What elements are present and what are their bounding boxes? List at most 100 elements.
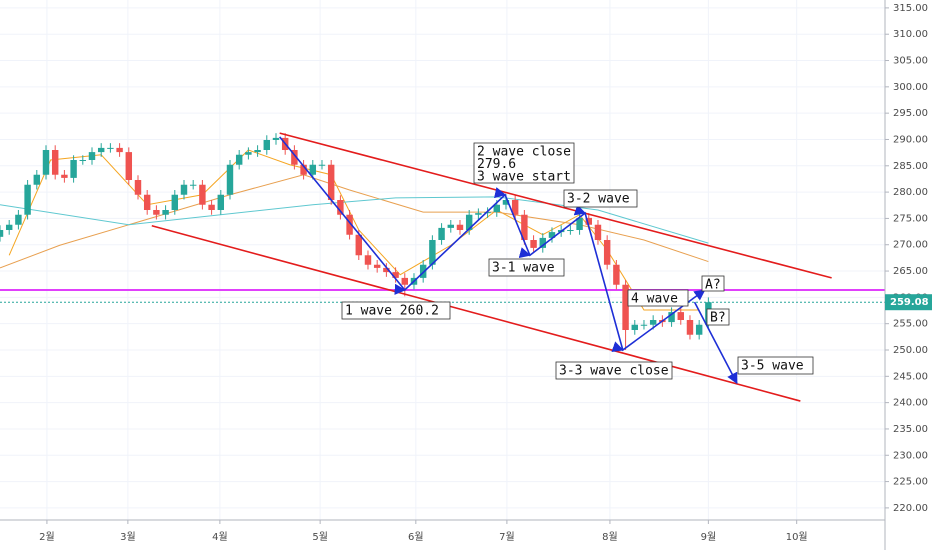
candle-body [318,164,326,166]
axes: 220.00 225.00 230.00 235.00 240.00 245.00 250.… [39,3,932,543]
y-tick-label: 250.00 [893,345,928,356]
candle-body [300,164,307,175]
annotation: 4 wave [631,292,678,307]
candle-body [291,150,298,165]
candle-body [226,164,234,195]
candle-body [15,214,22,225]
candle-body [235,154,243,165]
candle-body [346,214,353,235]
candle-body [677,312,684,320]
x-tick-label: 9월 [701,531,717,543]
candle-body [401,277,409,285]
candle-body [364,255,372,265]
candle-body [631,324,638,330]
y-tick-label: 275.00 [893,213,928,224]
y-tick-label: 235.00 [893,424,928,435]
x-tick-label: 10월 [786,531,808,543]
x-tick-label: 7월 [499,531,515,543]
y-tick-label: 225.00 [893,477,928,488]
candle-body [263,140,271,150]
annotation: 3 wave start [477,170,571,185]
y-tick-label: 230.00 [893,450,928,461]
annotation-box [706,308,730,326]
annotation: 3-1 wave [492,261,555,276]
candle-body [199,184,206,205]
candle-body [180,184,188,195]
y-tick-label: 285.00 [893,161,928,172]
candle-body [42,150,50,175]
y-tick-label: 310.00 [893,29,928,40]
last-price-box [885,294,932,311]
candle-body [309,164,317,175]
candle-body [245,152,252,155]
y-tick-label: 295.00 [893,108,928,119]
annotation-box [627,289,689,307]
annotation: 3-3 wave close [559,364,669,379]
candle-body [686,320,694,335]
candle-body [567,230,574,231]
candle-body [143,194,151,210]
candle-body [373,264,381,268]
y-tick-label: 300.00 [893,82,928,93]
candle-body [530,240,537,248]
annotation-box [737,356,814,375]
candle-body [116,147,123,153]
x-tick-label: 2월 [39,531,55,543]
candle-body [447,224,454,228]
candle-body [613,264,620,285]
candle-body [640,324,648,326]
candle-body [153,210,160,215]
annotation-box [701,275,725,292]
annotation: 279.6 [477,157,516,172]
candle-body [594,224,602,240]
y-tick-label: 265.00 [893,266,928,277]
x-tick-label: 8월 [602,531,618,543]
y-tick-label: 240.00 [893,398,928,409]
candle-body [125,152,133,180]
candle-body [5,224,13,230]
candle-body [134,180,142,195]
annotation-box [488,258,565,277]
candle-body [695,324,703,335]
grid [0,0,885,520]
y-tick-label: 255.00 [893,319,928,330]
candle-body [97,147,105,153]
candle-body [189,184,197,186]
candle-body [355,234,363,256]
y-tick-label: 305.00 [893,56,928,67]
annotation: 1 wave 260.2 [345,304,439,319]
annotation-box [341,301,451,320]
candle-body [475,213,482,215]
annotation: B? [710,311,726,326]
y-tick-label: 220.00 [893,503,928,514]
annotation-box [473,142,575,184]
candle-body [649,320,657,325]
x-tick-label: 5월 [312,531,328,543]
candle-body [327,164,335,200]
annotation: A? [705,278,721,293]
candle-body [272,137,280,140]
candle-body [171,194,179,210]
x-tick-label: 4월 [212,531,228,543]
y-tick-label: 290.00 [893,134,928,145]
candle-body [0,230,4,237]
candle-body [24,184,31,215]
annotation-box [555,361,673,380]
candle-body [217,194,225,210]
candle-body [107,147,114,149]
candle-body [456,224,464,230]
candle-body [337,200,344,215]
y-tick-label: 280.00 [893,187,928,198]
annotation: 3-5 wave [741,359,804,374]
candle-body [70,160,77,178]
candle-body [88,152,96,160]
candle-body [51,150,59,175]
candle-body [254,150,261,153]
candle-body [603,240,611,265]
candle-body [162,210,169,215]
candle-body [61,174,68,178]
wave-arrow [693,301,738,385]
last-price-label: 259.08 [890,297,929,308]
